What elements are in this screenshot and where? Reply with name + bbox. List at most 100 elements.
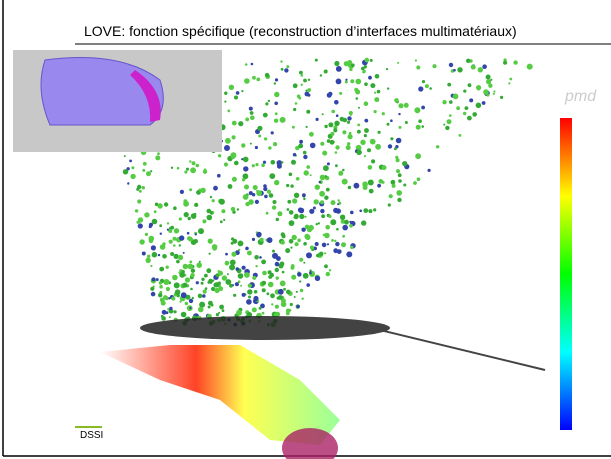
particle: [254, 290, 258, 294]
particle: [287, 208, 290, 211]
particle: [178, 255, 183, 260]
particle: [190, 167, 196, 173]
particle: [229, 284, 233, 288]
particle: [344, 220, 349, 225]
particle: [142, 252, 146, 256]
particle: [527, 64, 533, 70]
particle: [293, 108, 296, 111]
particle: [377, 184, 381, 188]
particle: [364, 134, 367, 137]
slide-title: LOVE: fonction spécifique (reconstructio…: [84, 23, 517, 39]
particle: [308, 79, 310, 81]
particle: [314, 199, 319, 204]
particle: [148, 172, 150, 174]
particle: [274, 180, 279, 185]
particle: [500, 96, 503, 99]
particle: [159, 267, 164, 272]
particle: [253, 296, 258, 301]
particle: [342, 225, 348, 231]
particle: [331, 200, 336, 205]
particle: [268, 146, 271, 149]
particle: [282, 271, 285, 274]
particle: [261, 163, 265, 167]
particle: [467, 116, 472, 121]
particle: [181, 312, 187, 318]
particle: [374, 97, 379, 102]
particle: [364, 119, 368, 123]
particle: [135, 209, 138, 212]
particle: [199, 302, 205, 308]
particle: [286, 65, 289, 68]
particle: [245, 247, 249, 251]
particle: [158, 254, 160, 256]
particle: [299, 258, 303, 262]
particle: [457, 67, 462, 72]
particle: [294, 296, 296, 298]
particle: [382, 181, 385, 184]
particle: [238, 241, 244, 247]
particle: [164, 279, 170, 285]
particle: [327, 243, 329, 245]
particle: [310, 174, 312, 176]
particle: [201, 282, 204, 285]
particle: [243, 157, 249, 163]
particle: [359, 210, 362, 213]
particle: [354, 88, 358, 92]
particle: [347, 116, 351, 120]
particle: [304, 216, 306, 218]
particle: [196, 164, 200, 168]
particle: [414, 107, 420, 113]
particle: [289, 220, 295, 226]
particle: [289, 210, 294, 215]
particle: [303, 79, 307, 83]
particle: [139, 239, 144, 244]
particle: [252, 164, 255, 167]
particle: [280, 281, 286, 287]
particle: [255, 265, 257, 267]
particle: [272, 253, 278, 259]
particle: [231, 252, 236, 257]
particle: [159, 285, 163, 289]
particle: [298, 97, 301, 100]
particle: [267, 292, 270, 295]
particle: [482, 64, 487, 69]
particle: [336, 208, 341, 213]
particle: [329, 269, 331, 271]
particle: [189, 160, 191, 162]
particle: [243, 194, 249, 200]
particle: [273, 200, 277, 204]
particle: [225, 138, 231, 144]
particle: [413, 181, 417, 185]
particle: [281, 298, 286, 303]
particle: [316, 254, 319, 257]
particle: [482, 101, 486, 105]
particle: [280, 60, 282, 62]
particle: [142, 169, 145, 172]
particle: [245, 202, 249, 206]
particle: [324, 70, 328, 74]
particle: [199, 261, 201, 263]
particle: [169, 307, 172, 310]
particle: [290, 303, 293, 306]
particle: [281, 240, 285, 244]
particle: [139, 190, 142, 193]
particle: [336, 228, 339, 231]
particle: [293, 83, 298, 88]
particle: [291, 275, 296, 280]
particle: [263, 113, 268, 118]
particle: [220, 220, 223, 223]
particle: [150, 265, 152, 267]
particle: [138, 217, 143, 222]
particle: [280, 117, 286, 123]
particle: [253, 185, 258, 190]
particle: [285, 248, 290, 253]
particle: [289, 239, 294, 244]
particle: [272, 250, 275, 253]
particle: [306, 126, 308, 128]
particle: [310, 143, 316, 149]
particle: [486, 75, 491, 80]
particle: [166, 266, 169, 269]
particle: [204, 274, 208, 278]
particle: [192, 297, 194, 299]
particle: [323, 165, 329, 171]
